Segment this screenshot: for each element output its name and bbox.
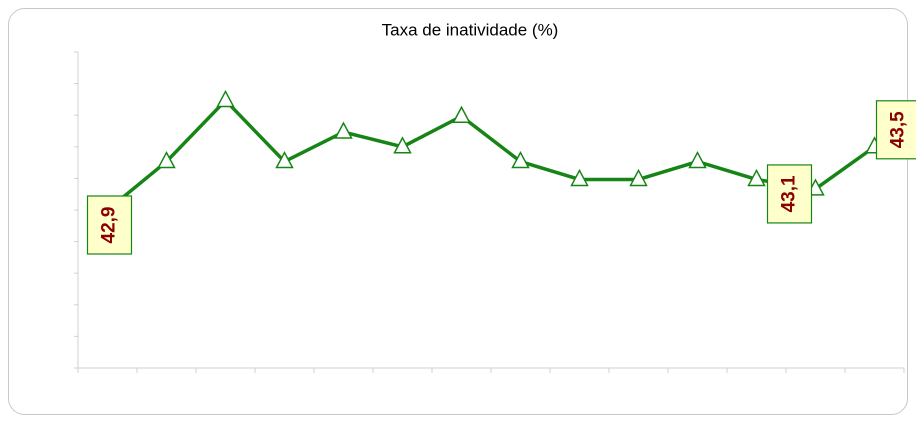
marker <box>157 150 176 169</box>
marker <box>216 89 235 108</box>
marker <box>452 105 471 124</box>
marker <box>275 150 294 169</box>
data-label-box <box>766 164 813 224</box>
marker <box>688 150 707 169</box>
data-label-box <box>86 195 133 255</box>
marker <box>511 150 530 169</box>
chart-title: Taxa de inatividade (%) <box>382 20 559 39</box>
marker <box>629 168 648 187</box>
marker <box>334 121 353 139</box>
marker <box>570 168 589 187</box>
marker <box>393 136 412 154</box>
marker <box>747 168 766 187</box>
data-label: 43,1 <box>779 175 800 212</box>
data-label-box <box>875 100 916 160</box>
data-label: 43,5 <box>888 111 909 148</box>
line <box>106 98 876 212</box>
data-label: 42,9 <box>99 207 120 244</box>
